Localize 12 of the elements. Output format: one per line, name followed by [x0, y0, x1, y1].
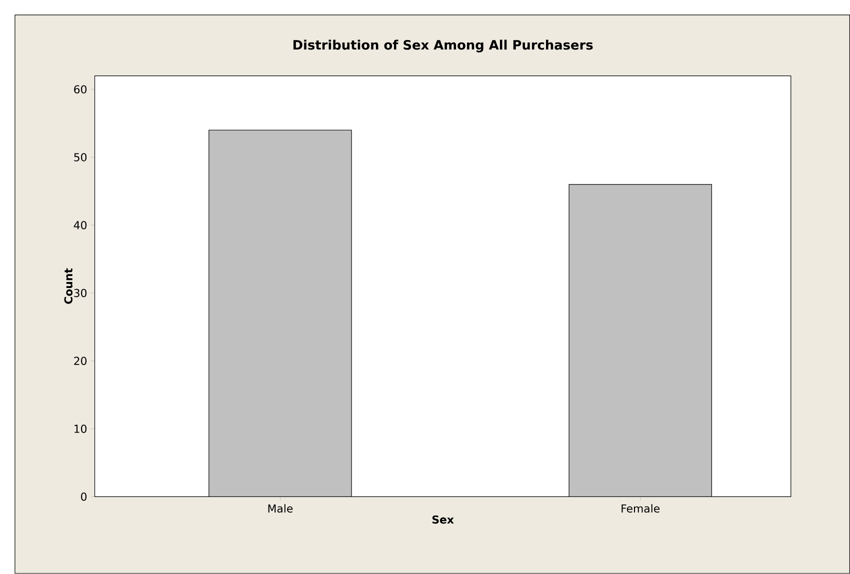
y-tick-label: 60 [74, 85, 87, 94]
y-tick-label: 40 [74, 221, 87, 230]
y-tick-label: 50 [74, 153, 87, 162]
x-tick-label: Female [622, 504, 660, 513]
y-tick-label: 10 [74, 424, 87, 434]
y-tick-label: 20 [74, 356, 87, 366]
x-axis-title: Sex [432, 516, 454, 524]
y-tick-label: 0 [81, 492, 87, 501]
chart-title: Distribution of Sex Among All Purchasers [293, 40, 593, 52]
y-tick-label: 30 [74, 289, 87, 298]
y-axis-title: Count [64, 268, 73, 304]
x-tick-label: Male [268, 504, 293, 513]
